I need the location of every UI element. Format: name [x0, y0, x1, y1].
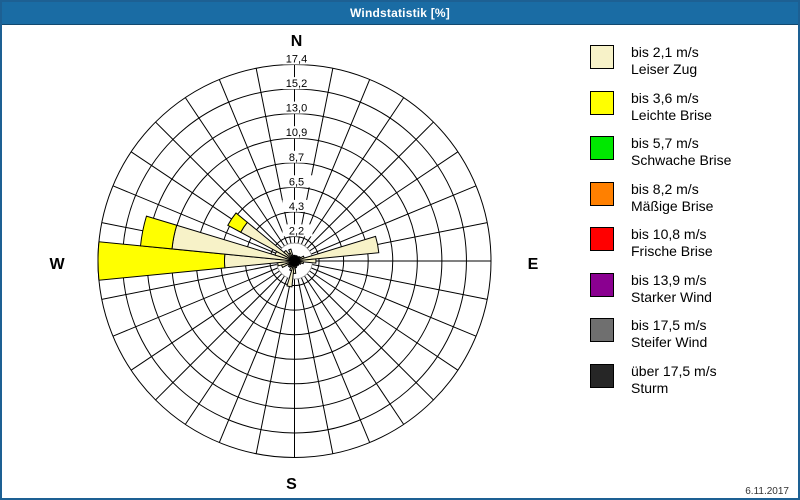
- wind-petal-90-class1: [294, 258, 317, 264]
- ring-label: 4,3: [289, 201, 304, 213]
- date-label: 6.11.2017: [745, 486, 789, 497]
- ring-label: 8,7: [289, 152, 304, 164]
- compass-label-w: W: [49, 256, 65, 273]
- axis-label-bg: [282, 126, 313, 139]
- ring-label: 15,2: [286, 78, 307, 90]
- wind-petal-303.75-class2: [227, 212, 249, 233]
- ring-label: 17,4: [286, 54, 307, 66]
- axis-labels: 2,2 4,3 6,5 8,7 10,9 13,0 15,2 17,4: [282, 52, 313, 237]
- wind-petal-78.75-class1: [294, 235, 380, 262]
- compass-label-s: S: [286, 476, 297, 493]
- axis-label-bg: [282, 224, 313, 237]
- axis-label-bg: [282, 150, 313, 163]
- wind-rose-chart: 2,2 4,3 6,5 8,7 10,9 13,0 15,2 17,4 N E S W: [2, 24, 798, 496]
- compass-label-n: N: [291, 33, 303, 50]
- axis-label-bg: [282, 199, 313, 212]
- compass-label-e: E: [528, 256, 539, 273]
- window-titlebar[interactable]: Windstatistik [%]: [2, 2, 798, 25]
- axis-label-bg: [282, 77, 313, 90]
- ring-label: 2,2: [289, 225, 304, 237]
- wind-petal-348.75-class1: [292, 254, 295, 262]
- ring-label: 13,0: [286, 103, 307, 115]
- ring-label: 6,5: [289, 176, 304, 188]
- wind-petal-281.25-class2: [139, 215, 178, 250]
- wind-rose-svg: 2,2 4,3 6,5 8,7 10,9 13,0 15,2 17,4 N E S W: [49, 33, 539, 493]
- axis-label-bg: [282, 52, 313, 65]
- window-title: Windstatistik [%]: [350, 6, 450, 20]
- axis-label-bg: [282, 101, 313, 114]
- ring-label: 10,9: [286, 127, 307, 139]
- axis-label-bg: [282, 175, 313, 188]
- wind-petals: [97, 212, 380, 288]
- wind-petal-337.5-class1: [287, 248, 295, 262]
